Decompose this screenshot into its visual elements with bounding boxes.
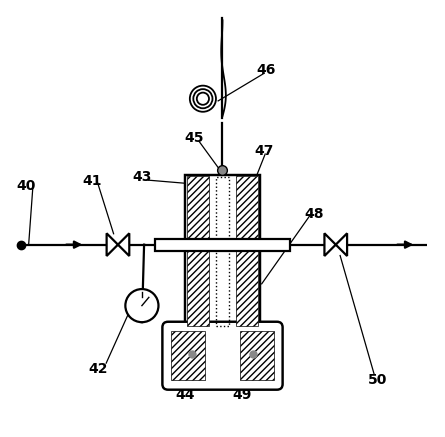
Bar (187, 176, 209, 326)
Bar (186, 175, 259, 327)
Polygon shape (118, 233, 129, 256)
Bar (155, 239, 290, 251)
Bar (171, 331, 205, 380)
Text: 49: 49 (232, 388, 252, 402)
Text: 47: 47 (254, 144, 274, 158)
Circle shape (125, 289, 158, 322)
Bar (236, 176, 258, 326)
Text: 46: 46 (256, 63, 276, 77)
Text: 48: 48 (304, 207, 324, 221)
Text: 45: 45 (184, 131, 204, 145)
Text: 43: 43 (132, 170, 152, 184)
Polygon shape (336, 233, 347, 256)
Text: 42: 42 (89, 362, 108, 376)
Bar (240, 331, 274, 380)
FancyBboxPatch shape (162, 322, 283, 390)
Polygon shape (107, 233, 118, 256)
Text: 44: 44 (176, 388, 195, 402)
Text: 50: 50 (368, 373, 387, 387)
Polygon shape (324, 233, 336, 256)
Text: 40: 40 (17, 179, 36, 193)
Bar (215, 177, 230, 326)
Text: 41: 41 (82, 174, 101, 188)
